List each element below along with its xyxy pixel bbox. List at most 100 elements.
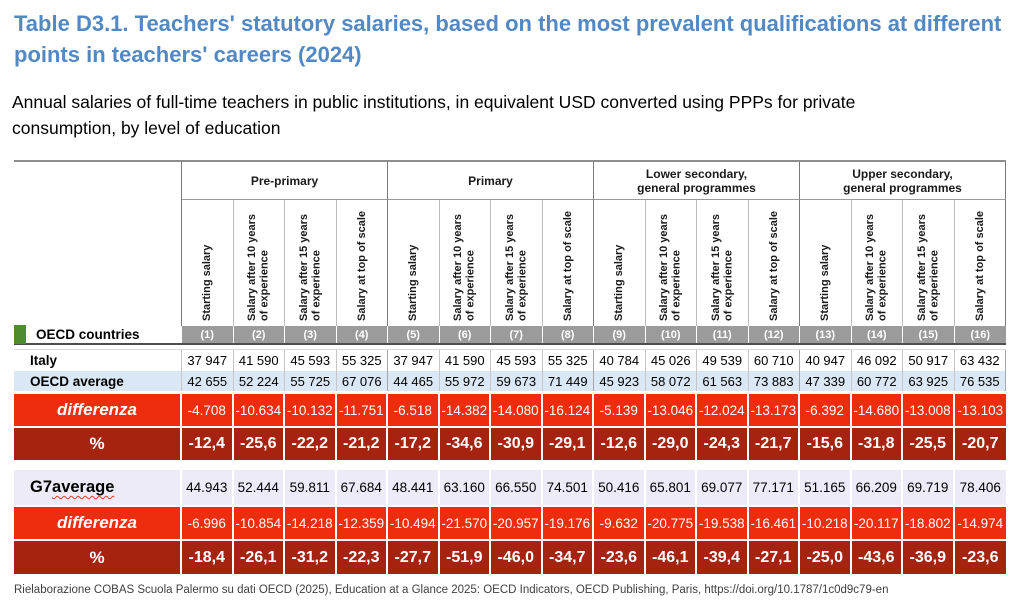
column-number: (3) <box>285 326 337 343</box>
column-header-cell: Starting salary <box>388 200 440 326</box>
table-column-header-row: Starting salary Salary after 10 years of … <box>14 200 1006 326</box>
table-cell: 51.165 <box>800 470 852 505</box>
table-cell: -34,6 <box>439 428 491 460</box>
column-number: (14) <box>851 326 903 343</box>
column-header-label: Starting salary <box>407 244 419 321</box>
table-cell: -27,7 <box>388 541 440 574</box>
table-cell: -22,3 <box>336 541 388 574</box>
column-header-label: Salary after 10 years of experience <box>658 213 683 321</box>
table-cell: 55 325 <box>543 350 594 371</box>
table-cell: -25,5 <box>903 428 955 460</box>
table-cell: -18,4 <box>182 541 234 574</box>
column-header-cell: Salary after 15 years of experience <box>697 200 749 326</box>
page-title: Table D3.1. Teachers' statutory salaries… <box>14 8 1014 70</box>
column-header-label: Salary at top of scale <box>561 210 574 321</box>
row-label: differenza <box>14 507 182 539</box>
salary-table: Pre-primary Primary Lower secondary, gener… <box>14 160 1006 574</box>
table-cell: 63 925 <box>903 371 955 391</box>
row-label: G7 average <box>14 470 182 505</box>
row-label-text-spellcheck: average <box>52 478 115 496</box>
table-cell: -16.461 <box>748 507 800 539</box>
column-header-cell: Salary after 10 years of experience <box>646 200 697 326</box>
table-cell: -14.218 <box>285 507 337 539</box>
column-number: (16) <box>954 326 1006 343</box>
column-number: (1) <box>182 326 234 343</box>
table-cell: -14.080 <box>491 394 543 426</box>
column-number: (13) <box>800 326 852 343</box>
table-cell: -21.570 <box>439 507 491 539</box>
column-group-header: Upper secondary, general programmes <box>800 162 1006 200</box>
table-cell: -46,0 <box>491 541 543 574</box>
table-cell: -14.974 <box>954 507 1006 539</box>
column-header-cell: Salary at top of scale <box>337 200 388 326</box>
column-header-label: Salary after 15 years of experience <box>503 213 529 321</box>
table-cell: 59 673 <box>491 371 543 391</box>
table-cell: 66.209 <box>851 470 903 505</box>
table-cell: 52 224 <box>234 371 285 391</box>
table-cell: -51,9 <box>439 541 491 574</box>
table-cell: -20.957 <box>491 507 543 539</box>
table-cell: -5.139 <box>594 394 646 426</box>
column-header-cell: Salary after 15 years of experience <box>903 200 955 326</box>
table-cell: -43,6 <box>851 541 903 574</box>
table-cell: 66.550 <box>491 470 543 505</box>
column-header-cell: Salary after 15 years of experience <box>491 200 543 326</box>
table-cell: 58 072 <box>646 371 697 391</box>
table-row: Italy 37 947 41 590 45 593 55 325 37 947 41 59… <box>14 349 1006 371</box>
table-cell: 59.811 <box>285 470 337 505</box>
table-cell: -14.680 <box>851 394 903 426</box>
column-header-cell: Salary after 10 years of experience <box>234 200 285 326</box>
table-cell: -34,7 <box>542 541 594 574</box>
column-header-label: Starting salary <box>201 244 213 321</box>
table-cell: -10.854 <box>233 507 285 539</box>
table-cell: -29,0 <box>645 428 697 460</box>
column-header-cell: Starting salary <box>182 200 234 326</box>
column-group-header: Lower secondary, general programmes <box>594 162 800 200</box>
table-cell: -29,1 <box>542 428 594 460</box>
table-cell: 78.406 <box>954 470 1006 505</box>
table-cell: -20,7 <box>954 428 1006 460</box>
column-header-label: Salary after 15 years of experience <box>915 213 941 321</box>
table-cell: -23,6 <box>594 541 646 574</box>
table-cell: -10.494 <box>388 507 440 539</box>
column-header-cell: Salary after 10 years of experience <box>440 200 491 326</box>
column-number: (9) <box>594 326 646 343</box>
table-cell: 44 465 <box>388 371 440 391</box>
table-cell: -6.996 <box>182 507 234 539</box>
row-spacer <box>14 345 1006 349</box>
table-cell: 44.943 <box>182 470 234 505</box>
table-cell: 67.684 <box>336 470 388 505</box>
table-cell: -18.802 <box>903 507 955 539</box>
table-cell: -6.392 <box>800 394 852 426</box>
table-cell: 63.160 <box>439 470 491 505</box>
column-number: (11) <box>697 326 749 343</box>
table-corner-cell <box>14 200 182 326</box>
table-cell: -10.218 <box>800 507 852 539</box>
table-corner-cell <box>14 162 182 200</box>
column-header-label: Salary at top of scale <box>767 210 780 321</box>
column-group-header: Pre-primary <box>182 162 388 200</box>
column-number: (2) <box>233 326 285 343</box>
table-cell: -13.008 <box>903 394 955 426</box>
column-number: (15) <box>903 326 955 343</box>
table-cell: -21,7 <box>748 428 800 460</box>
table-cell: -36,9 <box>903 541 955 574</box>
table-cell: -27,1 <box>748 541 800 574</box>
table-cell: -25,0 <box>800 541 852 574</box>
column-header-label: Salary at top of scale <box>973 210 986 321</box>
table-cell: -23,6 <box>954 541 1006 574</box>
page-subtitle: Annual salaries of full-time teachers in… <box>12 92 856 138</box>
table-cell: 37 947 <box>182 350 234 371</box>
table-cell: -39,4 <box>697 541 749 574</box>
table-cell: 65.801 <box>645 470 697 505</box>
table-row: % -12,4 -25,6 -22,2 -21,2 -17,2 -34,6 -30,9 -29,… <box>14 428 1006 460</box>
row-spacer <box>14 460 1006 470</box>
oecd-countries-cell: OECD countries <box>14 325 182 344</box>
column-header-cell: Salary at top of scale <box>955 200 1006 326</box>
column-number: (4) <box>336 326 388 343</box>
table-cell: -15,6 <box>800 428 852 460</box>
column-number: (8) <box>542 326 594 343</box>
table-cell: -21,2 <box>336 428 388 460</box>
column-header-label: Salary after 10 years of experience <box>864 213 889 321</box>
column-number: (12) <box>748 326 800 343</box>
